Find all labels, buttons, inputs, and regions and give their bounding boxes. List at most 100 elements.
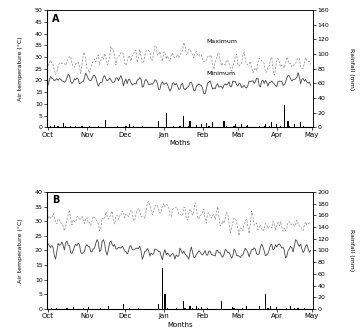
Bar [105, 120, 107, 127]
Bar [176, 308, 177, 309]
Bar [201, 124, 202, 127]
Bar [289, 126, 290, 127]
Bar [246, 306, 247, 309]
Bar [56, 308, 58, 309]
Bar [87, 307, 89, 309]
Bar [113, 308, 114, 309]
Bar [294, 124, 295, 127]
Bar [233, 126, 235, 127]
Bar [108, 306, 109, 309]
Bar [184, 308, 186, 309]
Bar [183, 301, 184, 309]
Bar [138, 308, 139, 309]
Bar [223, 121, 225, 127]
Bar [196, 125, 197, 127]
Bar [75, 126, 76, 127]
Bar [258, 126, 260, 127]
Bar [66, 308, 68, 309]
Bar [100, 308, 102, 309]
Bar [167, 308, 168, 309]
Bar [82, 308, 84, 309]
Y-axis label: Rainfall (mm): Rainfall (mm) [348, 48, 354, 90]
Bar [179, 126, 181, 127]
Bar [290, 306, 291, 309]
Bar [117, 126, 118, 127]
Bar [91, 308, 93, 309]
Bar [158, 304, 159, 309]
Bar [227, 308, 228, 309]
Bar [297, 308, 299, 309]
Bar [302, 126, 304, 127]
Text: Minimum: Minimum [207, 71, 236, 76]
Bar [265, 294, 266, 309]
Bar [166, 113, 167, 127]
Bar [192, 308, 193, 309]
Bar [58, 126, 59, 127]
Bar [241, 124, 242, 127]
Bar [233, 308, 235, 309]
Bar [70, 126, 71, 127]
Bar [189, 122, 191, 127]
Bar [232, 307, 233, 309]
X-axis label: Months: Months [167, 322, 193, 328]
Y-axis label: Rainfall (mm): Rainfall (mm) [348, 229, 354, 271]
Bar [226, 126, 227, 127]
Bar [142, 126, 143, 127]
Bar [287, 122, 289, 127]
X-axis label: Moths: Moths [170, 140, 190, 146]
Bar [286, 308, 287, 309]
Bar [125, 126, 127, 127]
Bar [300, 122, 301, 127]
Bar [183, 116, 184, 127]
Bar [276, 307, 278, 309]
Bar [81, 126, 82, 127]
Y-axis label: Air temperature (°C): Air temperature (°C) [18, 218, 23, 283]
Bar [50, 126, 51, 127]
Text: B: B [52, 195, 59, 205]
Bar [65, 126, 66, 127]
Bar [247, 125, 248, 127]
Bar [196, 306, 197, 309]
Bar [278, 308, 279, 309]
Bar [242, 308, 243, 309]
Bar [221, 301, 222, 309]
Bar [189, 306, 191, 309]
Bar [89, 126, 90, 127]
Text: Maximum: Maximum [207, 39, 238, 44]
Bar [216, 308, 217, 309]
Bar [258, 306, 260, 309]
Bar [123, 304, 124, 309]
Bar [264, 126, 265, 127]
Bar [304, 308, 305, 309]
Bar [201, 307, 202, 309]
Bar [276, 124, 278, 127]
Bar [235, 124, 236, 127]
Bar [270, 306, 271, 309]
Bar [63, 123, 64, 127]
Bar [271, 122, 273, 127]
Bar [284, 106, 285, 127]
Bar [73, 307, 74, 309]
Bar [207, 308, 208, 309]
Bar [173, 126, 174, 127]
Bar [129, 308, 130, 309]
Bar [267, 308, 269, 309]
Bar [51, 308, 53, 309]
Bar [212, 122, 213, 127]
Bar [198, 308, 199, 309]
Bar [265, 124, 266, 127]
Bar [98, 126, 99, 127]
Bar [129, 124, 130, 127]
Bar [54, 125, 55, 127]
Bar [206, 123, 207, 127]
Bar [164, 294, 166, 309]
Bar [188, 126, 189, 127]
Bar [280, 126, 281, 127]
Bar [162, 268, 163, 309]
Text: A: A [52, 13, 60, 24]
Bar [246, 126, 247, 127]
Y-axis label: Air temperature (°C): Air temperature (°C) [18, 36, 23, 101]
Bar [269, 126, 270, 127]
Bar [294, 308, 295, 309]
Bar [133, 126, 134, 127]
